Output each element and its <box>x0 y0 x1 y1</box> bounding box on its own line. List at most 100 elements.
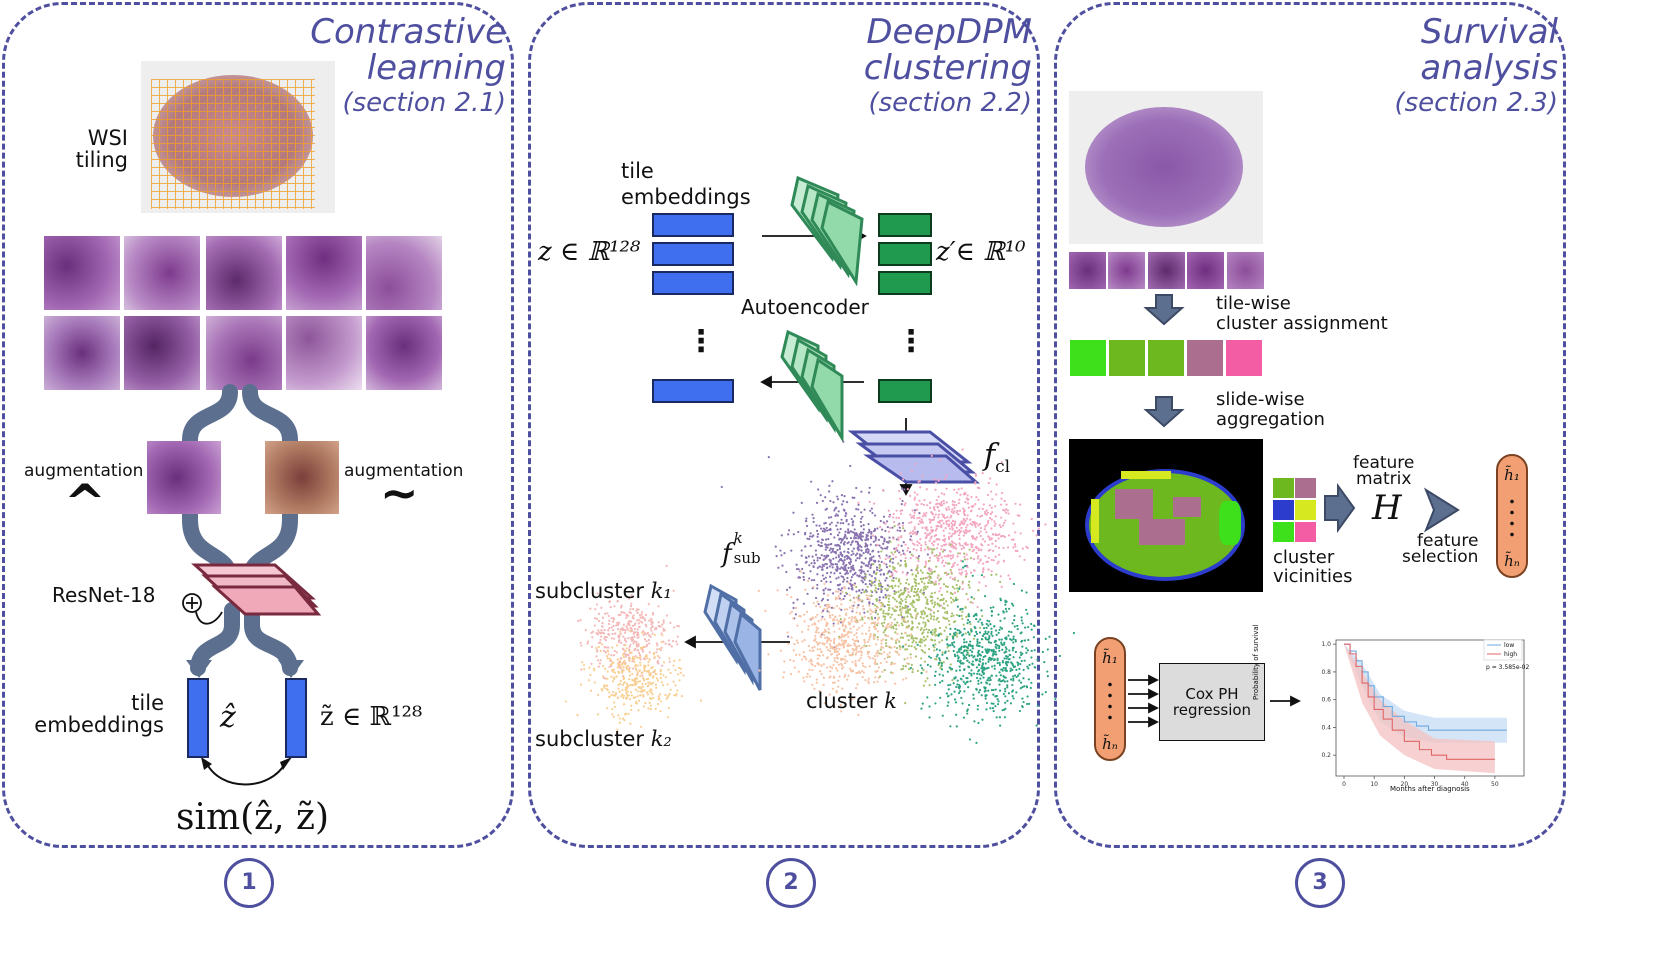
step-number-1: 1 <box>224 858 274 908</box>
point-cloud <box>564 629 703 731</box>
panel3-title-line1: Survival <box>1420 12 1558 52</box>
feature-matrix-label: feature matrix <box>1353 453 1415 488</box>
panel3-title: Survival analysis (section 2.3) <box>1260 14 1558 120</box>
wsi-label-line1: WSI <box>87 126 128 150</box>
wsi-he-image <box>1069 91 1263 244</box>
subcluster-k2-symbol: k₂ <box>650 727 672 751</box>
latent-bar <box>878 271 932 295</box>
panel3-title-line2: analysis <box>1420 48 1558 88</box>
augmented-tile-left <box>147 441 221 514</box>
embedding-bar <box>652 271 734 295</box>
cluster-map-region <box>1139 519 1185 545</box>
panel2-title: DeepDPM clustering (section 2.2) <box>730 14 1032 120</box>
vdots-left: ⋮ <box>686 324 716 359</box>
point-cloud <box>577 564 681 680</box>
p2-tile-embeddings-label: tile embeddings <box>621 160 751 208</box>
point-cloud <box>902 560 1076 744</box>
subcluster-k1-symbol: k₁ <box>650 579 672 603</box>
tissue-tile <box>206 316 282 390</box>
tissue-tile <box>366 316 442 390</box>
f-sub-superscript: k <box>733 529 743 547</box>
wsi-he-tissue <box>1085 107 1243 227</box>
panel1-title-line2: learning <box>366 48 506 88</box>
subcluster-k1-text: subcluster <box>535 579 644 603</box>
km-ytick-label: 0.4 <box>1321 724 1331 731</box>
vicinity-cell <box>1295 522 1316 542</box>
point-cloud <box>720 440 968 649</box>
vicinity-cell <box>1295 478 1316 498</box>
km-xtick-label: 50 <box>1491 781 1499 788</box>
wsi-thumbnail <box>141 61 335 213</box>
hn-label: h̃ₙ <box>1504 552 1520 570</box>
panel1-section: (section 2.1) <box>342 88 506 118</box>
f-cl-label: fcl <box>984 440 1010 483</box>
panel2-title-line2: clustering <box>863 48 1032 88</box>
p2-tile-embeddings-line2: embeddings <box>621 185 751 209</box>
tissue-tile <box>124 316 200 390</box>
latent-bar <box>878 242 932 266</box>
tissue-tile <box>286 316 362 390</box>
cluster-map-region <box>1219 501 1241 545</box>
cluster-vicinities-label: cluster vicinities <box>1273 548 1352 586</box>
embedding-bar <box>652 242 734 266</box>
similarity-label: sim(ẑ, z̃) <box>176 797 330 838</box>
km-ytick-label: 0.8 <box>1321 669 1331 676</box>
slidewise-line2: aggregation <box>1216 409 1325 430</box>
panel3-section: (section 2.3) <box>1394 88 1558 118</box>
f-sub-symbol: f <box>722 539 732 569</box>
wsi-tile-grid <box>151 79 315 209</box>
cox-line2: regression <box>1172 701 1252 719</box>
tissue-tile-small <box>1187 252 1224 289</box>
cluster-k-text: cluster <box>806 689 878 713</box>
cluster-assignment-cell <box>1186 339 1224 377</box>
wsi-label: WSI tiling <box>60 127 128 171</box>
selected-feature-vector: h̃₁ h̃ₙ <box>1496 454 1528 578</box>
input-vector-dots <box>1108 679 1112 723</box>
embedding-bar-reconstructed <box>652 379 734 403</box>
hat-symbol: ^ <box>64 474 106 532</box>
p2-tile-embeddings-line1: tile <box>621 159 654 183</box>
tilde-symbol: ~ <box>380 466 419 520</box>
slide-cluster-map <box>1069 439 1263 592</box>
tile-mosaic <box>44 236 442 392</box>
subcluster-k1-label: subcluster k₁ <box>535 580 672 602</box>
cluster-vicinity-grid <box>1273 478 1317 542</box>
subcluster-k2-text: subcluster <box>535 727 644 751</box>
km-band-high <box>1344 644 1495 774</box>
cluster-map-region <box>1091 499 1099 543</box>
cluster-assignment-cell <box>1225 339 1263 377</box>
panel-deepdpm-clustering <box>528 2 1040 848</box>
panel2-section: (section 2.2) <box>868 88 1032 118</box>
vicinity-cell <box>1273 500 1294 520</box>
h1-label: h̃₁ <box>1504 466 1520 484</box>
subcluster-k2-label: subcluster k₂ <box>535 728 672 750</box>
vicinity-cell <box>1273 522 1294 542</box>
km-xtick-label: 40 <box>1461 781 1469 788</box>
km-legend-low: low <box>1504 642 1515 649</box>
slidewise-label: slide-wise aggregation <box>1216 390 1325 430</box>
embedding-vector-zhat <box>187 678 209 758</box>
cluster-k-symbol: k <box>884 689 897 713</box>
tissue-tile <box>206 236 282 310</box>
tissue-tile-small <box>1148 252 1185 289</box>
hn-input-label: h̃ₙ <box>1102 735 1118 753</box>
feature-matrix-line1: feature <box>1353 453 1415 473</box>
cluster-assignment-strip <box>1069 339 1265 377</box>
km-xtick-label: 10 <box>1370 781 1378 788</box>
f-sub-label: f k sub <box>722 529 761 569</box>
step-number-2: 2 <box>766 858 816 908</box>
km-ytick-label: 0.2 <box>1321 752 1331 759</box>
f-cl-symbol: f <box>984 438 996 473</box>
feature-selection-label: feature selection <box>1402 533 1478 566</box>
augmented-tile-right <box>265 441 339 514</box>
vector-dots <box>1510 496 1514 540</box>
step-number-3: 3 <box>1295 858 1345 908</box>
cluster-k-label: cluster k <box>806 690 897 712</box>
point-cloud <box>757 570 928 716</box>
cluster-assignment-cell <box>1147 339 1185 377</box>
tissue-tile <box>124 236 200 310</box>
point-cloud <box>857 448 1047 612</box>
cluster-assignment-cell <box>1108 339 1146 377</box>
